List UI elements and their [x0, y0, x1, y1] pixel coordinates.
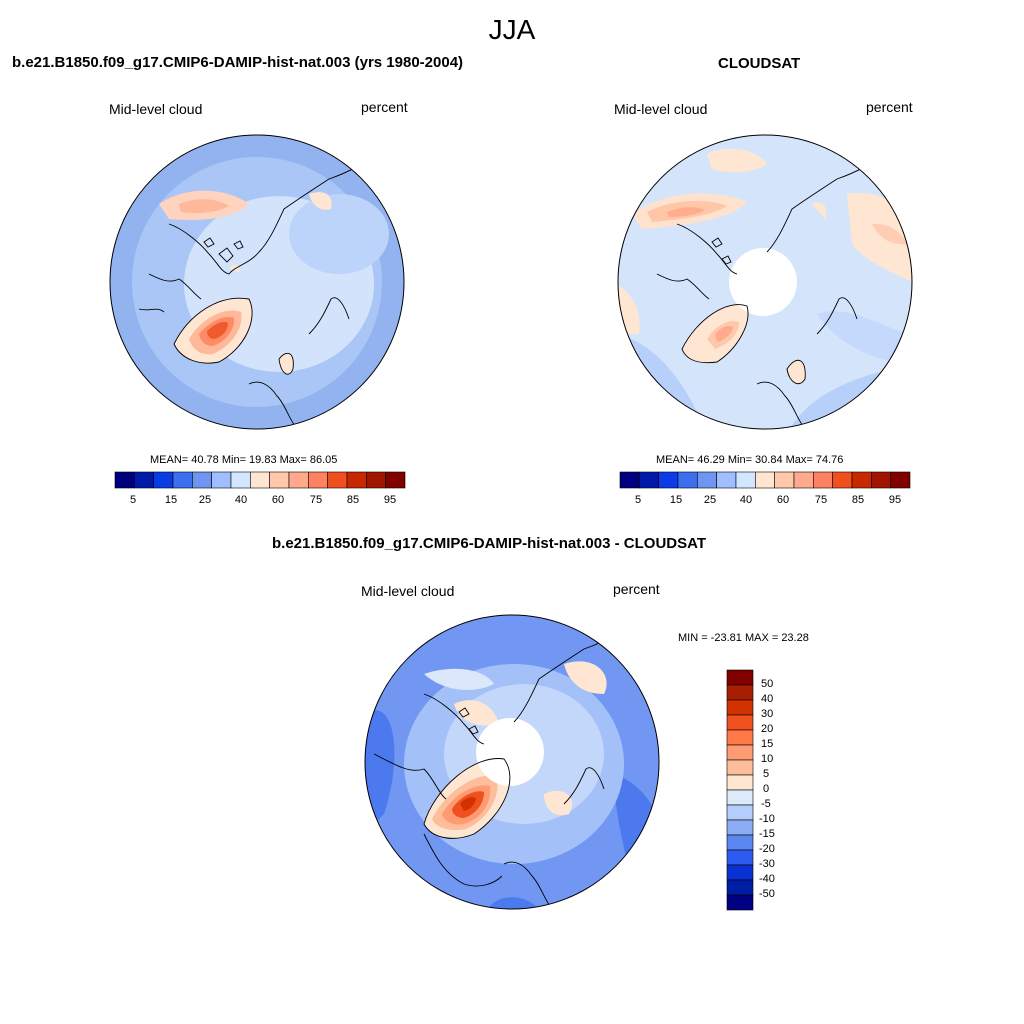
panel-2-colorbar-label: 40 — [739, 494, 753, 506]
panel-1-colorbar-label: 75 — [309, 494, 323, 506]
panel-2-polar-map — [617, 134, 913, 430]
colorbar-swatch — [726, 759, 754, 776]
panel-3-colorbar-label: -15 — [759, 828, 775, 840]
colorbar-swatch — [726, 819, 754, 836]
colorbar-swatch — [726, 684, 754, 701]
colorbar-swatch — [250, 471, 270, 489]
panel-3-units-label: percent — [613, 581, 660, 597]
colorbar-swatch — [726, 879, 754, 896]
colorbar-swatch — [192, 471, 212, 489]
colorbar-swatch — [726, 699, 754, 716]
panel-1-variable-label: Mid-level cloud — [109, 101, 203, 117]
panel-1-colorbar-label: 40 — [234, 494, 248, 506]
panel-1-colorbar-label: 85 — [346, 494, 360, 506]
colorbar-swatch — [726, 849, 754, 866]
colorbar-swatch — [327, 471, 348, 489]
panel-2-colorbar-label: 95 — [888, 494, 902, 506]
panel-2-title: CLOUDSAT — [718, 55, 801, 72]
panel-3-colorbar-label: -40 — [759, 873, 775, 885]
colorbar-swatch — [716, 471, 737, 489]
panel-1-colorbar-label: 5 — [129, 494, 137, 506]
panel-3-colorbar-label: 40 — [761, 693, 774, 705]
panel-3-colorbar-label: -5 — [761, 798, 771, 810]
colorbar-swatch — [726, 729, 754, 746]
panel-2-colorbar-label: 25 — [703, 494, 717, 506]
colorbar-swatch — [134, 471, 154, 489]
panel-3-colorbar-label: -30 — [759, 858, 775, 870]
panel-3-colorbar-label: -10 — [759, 813, 775, 825]
panel-3-title: b.e21.B1850.f09_g17.CMIP6-DAMIP-hist-nat… — [272, 535, 706, 552]
colorbar-swatch — [813, 471, 833, 489]
panel-1-colorbar-label: 25 — [198, 494, 212, 506]
panel-1-title: b.e21.B1850.f09_g17.CMIP6-DAMIP-hist-nat… — [12, 54, 464, 71]
panel-2-colorbar-label: 75 — [814, 494, 828, 506]
panel-2-colorbar — [619, 471, 911, 489]
colorbar-swatch — [153, 471, 174, 489]
colorbar-swatch — [726, 714, 754, 731]
colorbar-swatch — [890, 471, 911, 489]
panel-2-units-label: percent — [866, 99, 913, 115]
colorbar-swatch — [114, 471, 135, 489]
panel-2-colorbar-label: 5 — [634, 494, 642, 506]
figure-title: JJA — [488, 14, 536, 45]
colorbar-swatch — [230, 471, 251, 489]
panel-2-colorbar-label: 85 — [851, 494, 865, 506]
panel-3-colorbar-label: 10 — [761, 753, 774, 765]
colorbar-swatch — [774, 471, 795, 489]
panel-3-colorbar-label: 50 — [761, 678, 774, 690]
colorbar-swatch — [726, 894, 754, 911]
panel-1-polar-map — [109, 134, 405, 430]
colorbar-swatch — [269, 471, 290, 489]
colorbar-swatch — [735, 471, 756, 489]
panel-2-variable-label: Mid-level cloud — [614, 101, 708, 117]
colorbar-swatch — [308, 471, 328, 489]
panel-1-colorbar-label: 60 — [271, 494, 285, 506]
colorbar-swatch — [697, 471, 717, 489]
panel-3-stats: MIN = -23.81 MAX = 23.28 — [678, 632, 809, 644]
colorbar-swatch — [677, 471, 698, 489]
panel-3-colorbar — [726, 669, 754, 911]
colorbar-swatch — [288, 471, 309, 489]
colorbar-swatch — [639, 471, 659, 489]
panel-3-colorbar-label: 5 — [763, 768, 770, 780]
colorbar-swatch — [726, 774, 754, 791]
panel-3-polar-map — [364, 614, 660, 910]
panel-1-colorbar — [114, 471, 406, 489]
panel-3-variable-label: Mid-level cloud — [361, 583, 455, 599]
panel-2-colorbar-label: 60 — [776, 494, 790, 506]
colorbar-swatch — [726, 804, 754, 821]
panel-1-stats: MEAN= 40.78 Min= 19.83 Max= 86.05 — [150, 454, 338, 466]
colorbar-swatch — [726, 789, 754, 806]
colorbar-swatch — [619, 471, 640, 489]
colorbar-swatch — [755, 471, 775, 489]
colorbar-swatch — [726, 744, 754, 761]
colorbar-swatch — [832, 471, 853, 489]
colorbar-swatch — [211, 471, 232, 489]
colorbar-swatch — [366, 471, 386, 489]
colorbar-swatch — [851, 471, 872, 489]
colorbar-swatch — [658, 471, 679, 489]
panel-1-units-label: percent — [361, 99, 408, 115]
colorbar-swatch — [346, 471, 367, 489]
colorbar-swatch — [726, 834, 754, 851]
panel-2-colorbar-label: 15 — [669, 494, 683, 506]
panel-3-colorbar-label: -20 — [759, 843, 775, 855]
colorbar-swatch — [385, 471, 406, 489]
panel-1-colorbar-label: 95 — [383, 494, 397, 506]
panel-1-colorbar-label: 15 — [164, 494, 178, 506]
colorbar-swatch — [726, 864, 754, 881]
colorbar-swatch — [726, 669, 754, 686]
panel-3-colorbar-label: 30 — [761, 708, 774, 720]
colorbar-swatch — [871, 471, 891, 489]
colorbar-swatch — [172, 471, 193, 489]
panel-3-colorbar-label: 15 — [761, 738, 774, 750]
panel-3-colorbar-label: 20 — [761, 723, 774, 735]
panel-3-colorbar-label: 0 — [763, 783, 770, 795]
panel-2-stats: MEAN= 46.29 Min= 30.84 Max= 74.76 — [656, 454, 844, 466]
panel-3-colorbar-label: -50 — [759, 888, 775, 900]
colorbar-swatch — [793, 471, 814, 489]
